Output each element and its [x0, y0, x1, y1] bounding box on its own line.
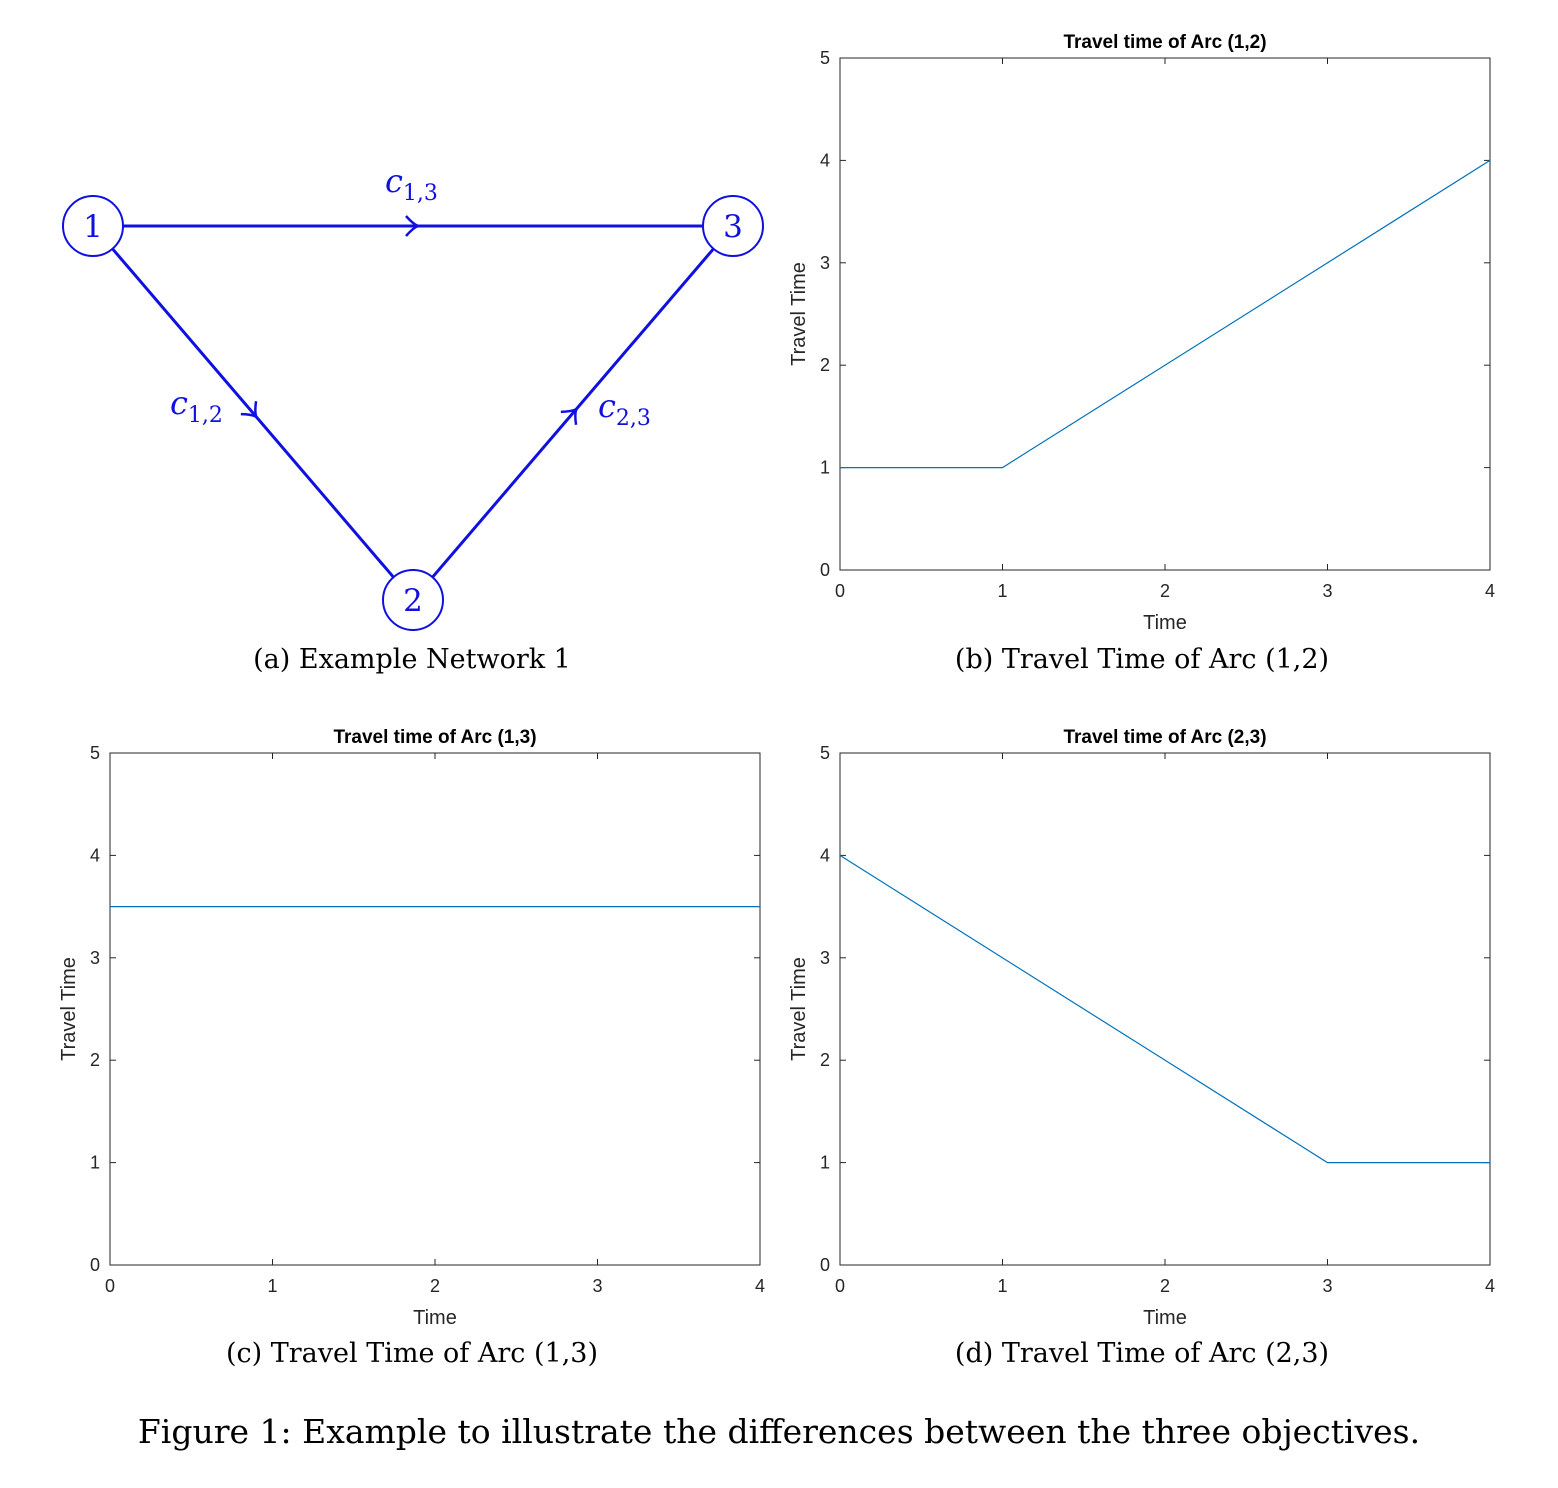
y-tick-label: 2 [820, 1050, 830, 1070]
chart-arc-1-3: Travel time of Arc (1,3) 0 1 2 3 4 0 1 2 3 4 5 Time T… [58, 727, 765, 1329]
x-axis-label: Time [1143, 1307, 1187, 1329]
node-3: 3 [702, 195, 764, 257]
edge-2-3: c2,3 [431, 247, 715, 579]
y-axis-label: Travel Time [788, 262, 810, 366]
chart-title: Travel time of Arc (1,3) [333, 727, 536, 748]
x-tick-label: 1 [267, 1276, 277, 1296]
y-tick-label: 0 [820, 560, 830, 580]
x-tick-label: 0 [835, 581, 845, 601]
y-axis-label: Travel Time [788, 957, 810, 1061]
y-tick-label: 1 [820, 458, 830, 478]
x-tick-label: 1 [997, 581, 1007, 601]
series-line [840, 159, 1491, 469]
x-axis-label: Time [413, 1307, 457, 1329]
chart-arc-2-3-caption: (d) Travel Time of Arc (2,3) [954, 1338, 1330, 1369]
x-tick-label: 0 [105, 1276, 115, 1296]
series-line [839, 854, 1490, 1164]
edge-label-1-2: c1,2 [170, 384, 223, 428]
y-tick-label: 0 [90, 1255, 100, 1275]
edge-label-1-3: c1,3 [385, 162, 438, 206]
network-nodes: 1 2 3 [62, 195, 764, 631]
chart-title: Travel time of Arc (1,2) [1063, 32, 1266, 53]
y-tick-label: 4 [820, 845, 830, 865]
node-label: 1 [83, 209, 103, 245]
y-tick-label: 1 [90, 1153, 100, 1173]
y-tick-label: 5 [90, 743, 100, 763]
chart-arc-2-3: Travel time of Arc (2,3) 0 1 2 3 4 0 1 2 3 4 5 Time T… [788, 727, 1495, 1329]
x-tick-label: 4 [1485, 581, 1495, 601]
node-label: 2 [403, 583, 423, 619]
x-tick-label: 3 [1322, 581, 1332, 601]
y-tick-label: 5 [820, 48, 830, 68]
y-tick-label: 3 [820, 948, 830, 968]
x-tick-label: 0 [835, 1276, 845, 1296]
plot-area [109, 752, 761, 1266]
y-tick-label: 5 [820, 743, 830, 763]
x-tick-label: 4 [1485, 1276, 1495, 1296]
y-axis-label: Travel Time [58, 957, 80, 1061]
plot-area [839, 752, 1491, 1266]
y-tick-label: 3 [820, 253, 830, 273]
node-2: 2 [382, 569, 444, 631]
x-tick-label: 2 [1160, 1276, 1170, 1296]
plot-area [839, 57, 1491, 571]
x-tick-label: 2 [1160, 581, 1170, 601]
y-tick-label: 1 [820, 1153, 830, 1173]
y-tick-label: 4 [90, 845, 100, 865]
figure-caption: Figure 1: Example to illustrate the diff… [137, 1412, 1421, 1451]
y-tick-label: 3 [90, 948, 100, 968]
network-diagram: c1,3 c1,2 c2,3 1 2 3 [62, 162, 764, 631]
y-tick-label: 4 [820, 150, 830, 170]
edge-1-3: c1,3 [123, 162, 703, 237]
chart-arc-1-3-caption: (c) Travel Time of Arc (1,3) [226, 1338, 598, 1369]
x-tick-label: 1 [997, 1276, 1007, 1296]
y-tick-label: 2 [90, 1050, 100, 1070]
x-tick-label: 3 [1322, 1276, 1332, 1296]
chart-arc-1-2-caption: (b) Travel Time of Arc (1,2) [954, 644, 1330, 675]
x-axis-label: Time [1143, 612, 1187, 634]
arrow-head-icon [405, 215, 422, 237]
x-tick-label: 2 [430, 1276, 440, 1296]
network-caption: (a) Example Network 1 [253, 644, 571, 675]
chart-arc-1-2: Travel time of Arc (1,2) 0 1 2 3 4 0 1 2 3 4 5 Time T… [788, 32, 1495, 634]
y-tick-label: 2 [820, 355, 830, 375]
network-edges: c1,3 c1,2 c2,3 [111, 162, 715, 579]
y-tick-label: 0 [820, 1255, 830, 1275]
x-tick-label: 3 [592, 1276, 602, 1296]
chart-title: Travel time of Arc (2,3) [1063, 727, 1266, 748]
arrow-head-icon [240, 401, 259, 420]
x-tick-label: 4 [755, 1276, 765, 1296]
edge-1-2: c1,2 [111, 247, 395, 579]
node-label: 3 [723, 209, 743, 245]
node-1: 1 [62, 195, 124, 257]
edge-label-2-3: c2,3 [598, 387, 651, 431]
arrow-head-icon [560, 406, 579, 425]
